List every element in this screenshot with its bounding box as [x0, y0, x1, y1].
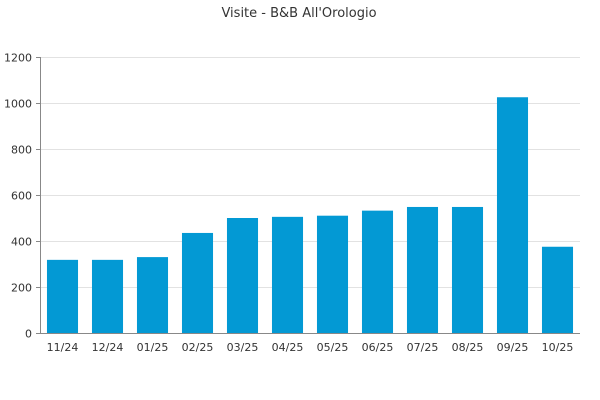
y-tick-label: 800 [11, 144, 32, 157]
x-tick-label: 01/25 [137, 341, 169, 354]
y-tick-label: 1000 [4, 98, 32, 111]
x-tick-label: 05/25 [317, 341, 349, 354]
bar [406, 206, 439, 333]
y-tick-label: 600 [11, 190, 32, 203]
bar [46, 259, 79, 333]
bar [136, 257, 169, 333]
x-tick-label: 07/25 [407, 341, 439, 354]
x-tick-label: 08/25 [452, 341, 484, 354]
bar [91, 259, 124, 333]
bar [271, 216, 304, 333]
bars [46, 97, 574, 333]
bar [541, 246, 574, 333]
y-tick-label: 400 [11, 236, 32, 249]
x-tick-label: 03/25 [227, 341, 259, 354]
y-tick-label: 200 [11, 282, 32, 295]
bar [181, 232, 214, 333]
y-tick-label: 1200 [4, 52, 32, 65]
x-tick-label: 09/25 [497, 341, 529, 354]
axes [36, 57, 580, 334]
bar [451, 206, 484, 333]
bar [316, 215, 349, 333]
x-tick-label: 12/24 [92, 341, 124, 354]
chart-title: Visite - B&B All'Orologio [221, 6, 376, 21]
x-tick-label: 06/25 [362, 341, 394, 354]
bar [226, 218, 259, 333]
y-tick-label: 0 [25, 328, 32, 341]
bar [361, 210, 394, 333]
tick-labels: 0 200 400 600 800 1000 1200 11/24 12/24 01/25 02/2… [4, 52, 573, 355]
x-tick-label: 11/24 [47, 341, 79, 354]
grid-lines [40, 57, 580, 288]
x-tick-label: 04/25 [272, 341, 304, 354]
x-tick-label: 02/25 [182, 341, 214, 354]
bar [496, 97, 529, 333]
x-tick-label: 10/25 [542, 341, 574, 354]
